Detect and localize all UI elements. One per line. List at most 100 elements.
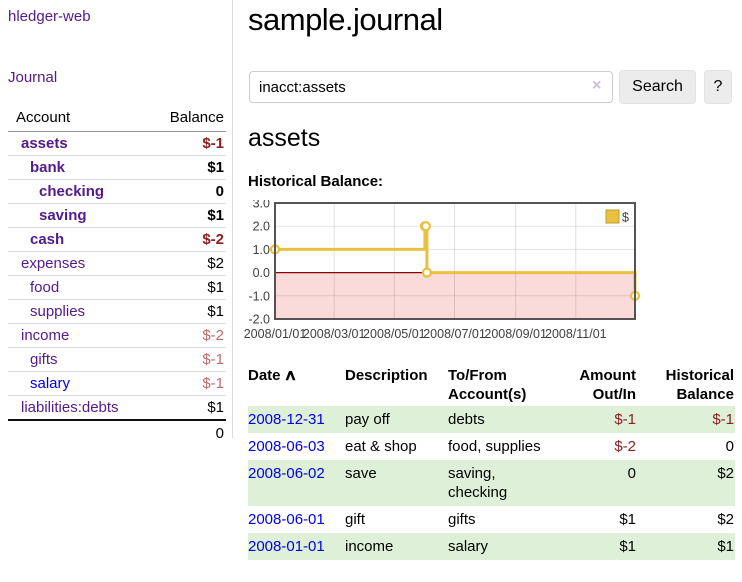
account-link[interactable]: saving (39, 207, 87, 224)
account-heading: assets (248, 124, 321, 152)
account-link[interactable]: salary (30, 375, 71, 392)
sidebar-item-journal[interactable]: Journal (8, 69, 58, 86)
account-balance: $-1 (145, 371, 226, 396)
transaction-description: eat & shop (345, 438, 417, 455)
accounts-total-value: 0 (145, 419, 226, 445)
account-row: supplies $1 (8, 299, 226, 324)
transaction-balance: $-1 (637, 406, 735, 433)
y-tick-label: 0.0 (253, 266, 270, 280)
legend-swatch (605, 209, 620, 224)
x-tick-label: 2008/01/01 (244, 327, 307, 341)
register-row: 2008-01-01 income salary $1 $1 (248, 533, 735, 560)
date-header-label: Date (248, 367, 281, 384)
transaction-amount: 0 (560, 460, 637, 506)
transaction-date-link[interactable]: 2008-06-03 (248, 438, 325, 455)
x-tick-label: 2008/07/01 (423, 327, 486, 341)
brand-link[interactable]: hledger-web (8, 8, 91, 25)
transaction-amount: $-2 (614, 438, 636, 455)
x-tick-label: 2008/03/01 (303, 327, 366, 341)
x-tick-label: 2008/09/01 (484, 327, 547, 341)
account-balance: $-1 (145, 347, 226, 372)
plot-border (274, 202, 636, 320)
register-row: 2008-12-31 pay off debts $-1 $-1 (248, 406, 735, 433)
transaction-date-link[interactable]: 2008-06-02 (248, 465, 325, 482)
account-row: income $-2 (8, 323, 226, 348)
account-link[interactable]: food (30, 279, 60, 296)
register-row: 2008-06-03 eat & shop food, supplies $-2… (248, 433, 735, 460)
account-link[interactable]: bank (30, 159, 66, 176)
account-balance: $1 (145, 395, 226, 420)
x-tick-label: 2008/05/01 (363, 327, 426, 341)
x-tick-label: 2008/11/01 (545, 327, 607, 341)
account-row: saving $1 (8, 203, 226, 228)
transaction-description: gift (345, 511, 366, 528)
transaction-date-link[interactable]: 2008-12-31 (248, 411, 325, 428)
account-link[interactable]: cash (30, 231, 65, 248)
account-balance: $-1 (202, 135, 224, 152)
sort-ascending-icon: ∧ (283, 367, 297, 384)
y-tick-label: 3.0 (253, 200, 270, 211)
transaction-accounts: gifts (448, 511, 476, 528)
data-point-marker (420, 221, 432, 232)
account-row: expenses $2 (8, 251, 226, 276)
accounts-total-row: 0 (8, 419, 226, 445)
account-row: bank $1 (8, 155, 226, 180)
sidebar: hledger-web Journal Account Balance asse… (0, 0, 233, 445)
register-header-balance: Historical Balance (665, 367, 734, 403)
balance-chart: 3.0 2.0 1.0 0.0 -1.0 -2.0 2008/01/01 2008/03/01… (243, 200, 643, 348)
help-button[interactable]: ? (704, 70, 732, 104)
account-balance: $-2 (145, 323, 226, 348)
transaction-amount: $1 (619, 511, 636, 528)
account-link[interactable]: income (21, 327, 70, 344)
transaction-balance: $2 (637, 460, 735, 506)
transaction-description: save (345, 460, 448, 506)
account-row: food $1 (8, 275, 226, 300)
transaction-description: income (345, 533, 448, 560)
search-input[interactable] (249, 71, 613, 103)
accounts-total-spacer (8, 419, 146, 445)
account-link[interactable]: assets (21, 135, 68, 152)
transaction-accounts: food, supplies (448, 438, 541, 455)
accounts-table-header-row: Account Balance (8, 106, 226, 132)
account-balance: $-2 (145, 227, 226, 252)
account-balance: $1 (145, 299, 226, 324)
accounts-table: Account Balance assets $-1 bank $1 check… (8, 106, 226, 445)
transaction-amount: $-1 (560, 406, 637, 433)
account-balance: $1 (145, 155, 226, 180)
account-row: liabilities:debts $1 (8, 395, 226, 420)
account-balance: $1 (145, 203, 226, 228)
legend-label: $ (622, 211, 629, 225)
page-title: sample.journal (248, 2, 443, 37)
transaction-amount: $1 (560, 533, 637, 560)
transaction-date-link[interactable]: 2008-01-01 (248, 538, 325, 555)
account-link[interactable]: supplies (30, 303, 86, 320)
account-row: salary $-1 (8, 371, 226, 396)
data-point-marker (421, 267, 432, 278)
clear-search-icon[interactable]: × (592, 77, 602, 94)
account-balance: 0 (145, 179, 226, 204)
transaction-accounts: saving, checking (448, 460, 560, 506)
accounts-header-balance: Balance (145, 106, 226, 132)
transaction-date-link[interactable]: 2008-06-01 (248, 511, 325, 528)
account-row: gifts $-1 (8, 347, 226, 372)
account-link[interactable]: checking (39, 183, 105, 200)
transaction-accounts: salary (448, 533, 560, 560)
transaction-balance: 0 (725, 438, 734, 455)
accounts-header-account: Account (8, 106, 146, 132)
register-header-accounts: To/From Account(s) (448, 367, 527, 403)
register-header-description: Description (345, 367, 428, 384)
account-link[interactable]: liabilities:debts (21, 399, 119, 416)
register-header-amount: Amount Out/In (579, 367, 636, 403)
register-header-date[interactable]: Date ∧ (248, 362, 345, 406)
y-tick-label: 1.0 (253, 243, 270, 257)
chart-title: Historical Balance: (248, 173, 384, 190)
register-table: Date ∧ Description To/From Account(s) Amo… (248, 362, 735, 560)
account-balance: $1 (145, 275, 226, 300)
account-link[interactable]: expenses (21, 255, 86, 272)
account-row: checking 0 (8, 179, 226, 204)
transaction-balance: $1 (637, 533, 735, 560)
search-button[interactable]: Search (619, 70, 696, 104)
account-link[interactable]: gifts (30, 351, 58, 368)
balance-chart-svg: 3.0 2.0 1.0 0.0 -1.0 -2.02008/01/012008/03/01… (244, 200, 641, 341)
y-tick-label: 2.0 (253, 220, 270, 234)
